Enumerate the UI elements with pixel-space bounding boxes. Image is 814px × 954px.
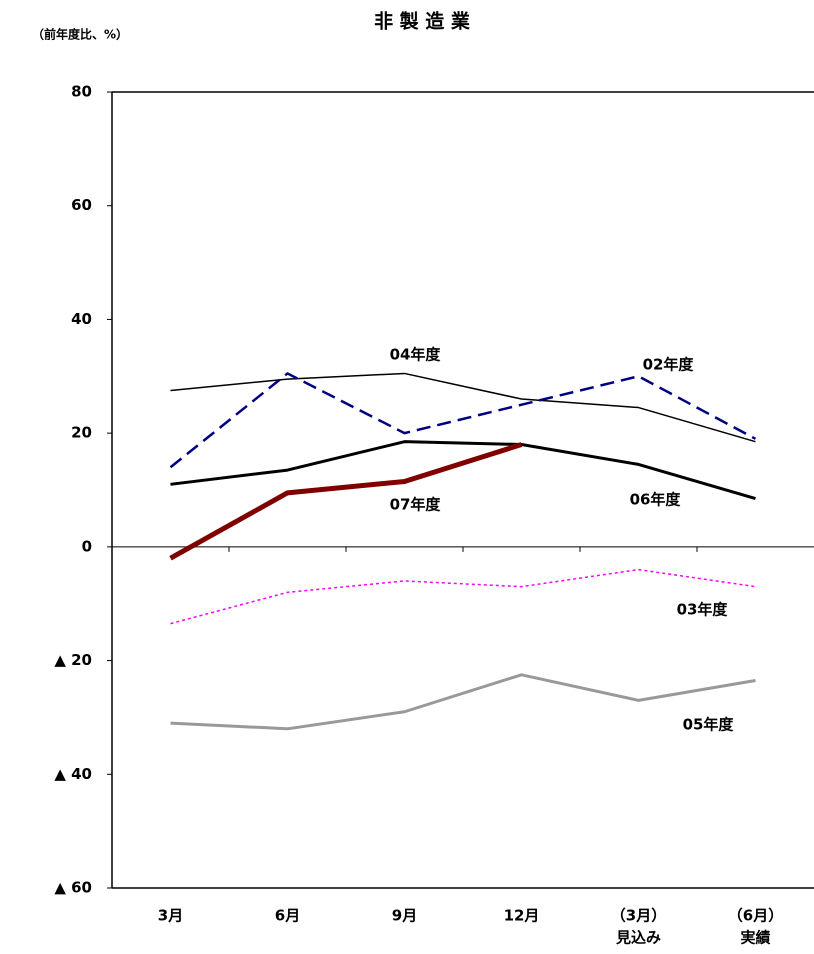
x-tick-label: （3月）	[611, 907, 666, 925]
y-tick-label: 80	[71, 83, 92, 101]
x-tick-label: 6月	[275, 907, 300, 925]
x-tick-label: 実績	[740, 929, 770, 947]
series-label: 04年度	[390, 346, 442, 364]
series-line	[169, 442, 523, 561]
series-label: 07年度	[390, 496, 442, 514]
y-tick-label: 20	[71, 424, 92, 442]
series-label: 05年度	[683, 716, 735, 734]
series-label: 06年度	[630, 491, 682, 509]
y-tick-label: ▲ 20	[54, 651, 92, 669]
y-tick-label: ▲ 40	[54, 765, 92, 783]
series-line	[169, 372, 757, 469]
x-tick-label: 3月	[158, 907, 183, 925]
series-line	[170, 673, 756, 731]
y-tick-label: 60	[71, 196, 92, 214]
x-tick-label: 12月	[504, 907, 540, 925]
chart-subtitle: （前年度比、%）	[32, 27, 128, 42]
series-line	[170, 568, 756, 625]
series-line	[170, 440, 756, 500]
y-tick-label: 40	[71, 310, 92, 328]
x-tick-label: 9月	[392, 907, 417, 925]
x-tick-label: 見込み	[615, 929, 661, 947]
x-tick-label: （6月）	[728, 907, 783, 925]
chart-title: 非 製 造 業	[374, 10, 471, 33]
y-tick-label: ▲ 60	[54, 879, 92, 897]
series-label: 02年度	[643, 356, 695, 374]
series-label: 03年度	[677, 601, 729, 619]
y-tick-label: 0	[82, 537, 92, 555]
series-line	[170, 372, 756, 443]
